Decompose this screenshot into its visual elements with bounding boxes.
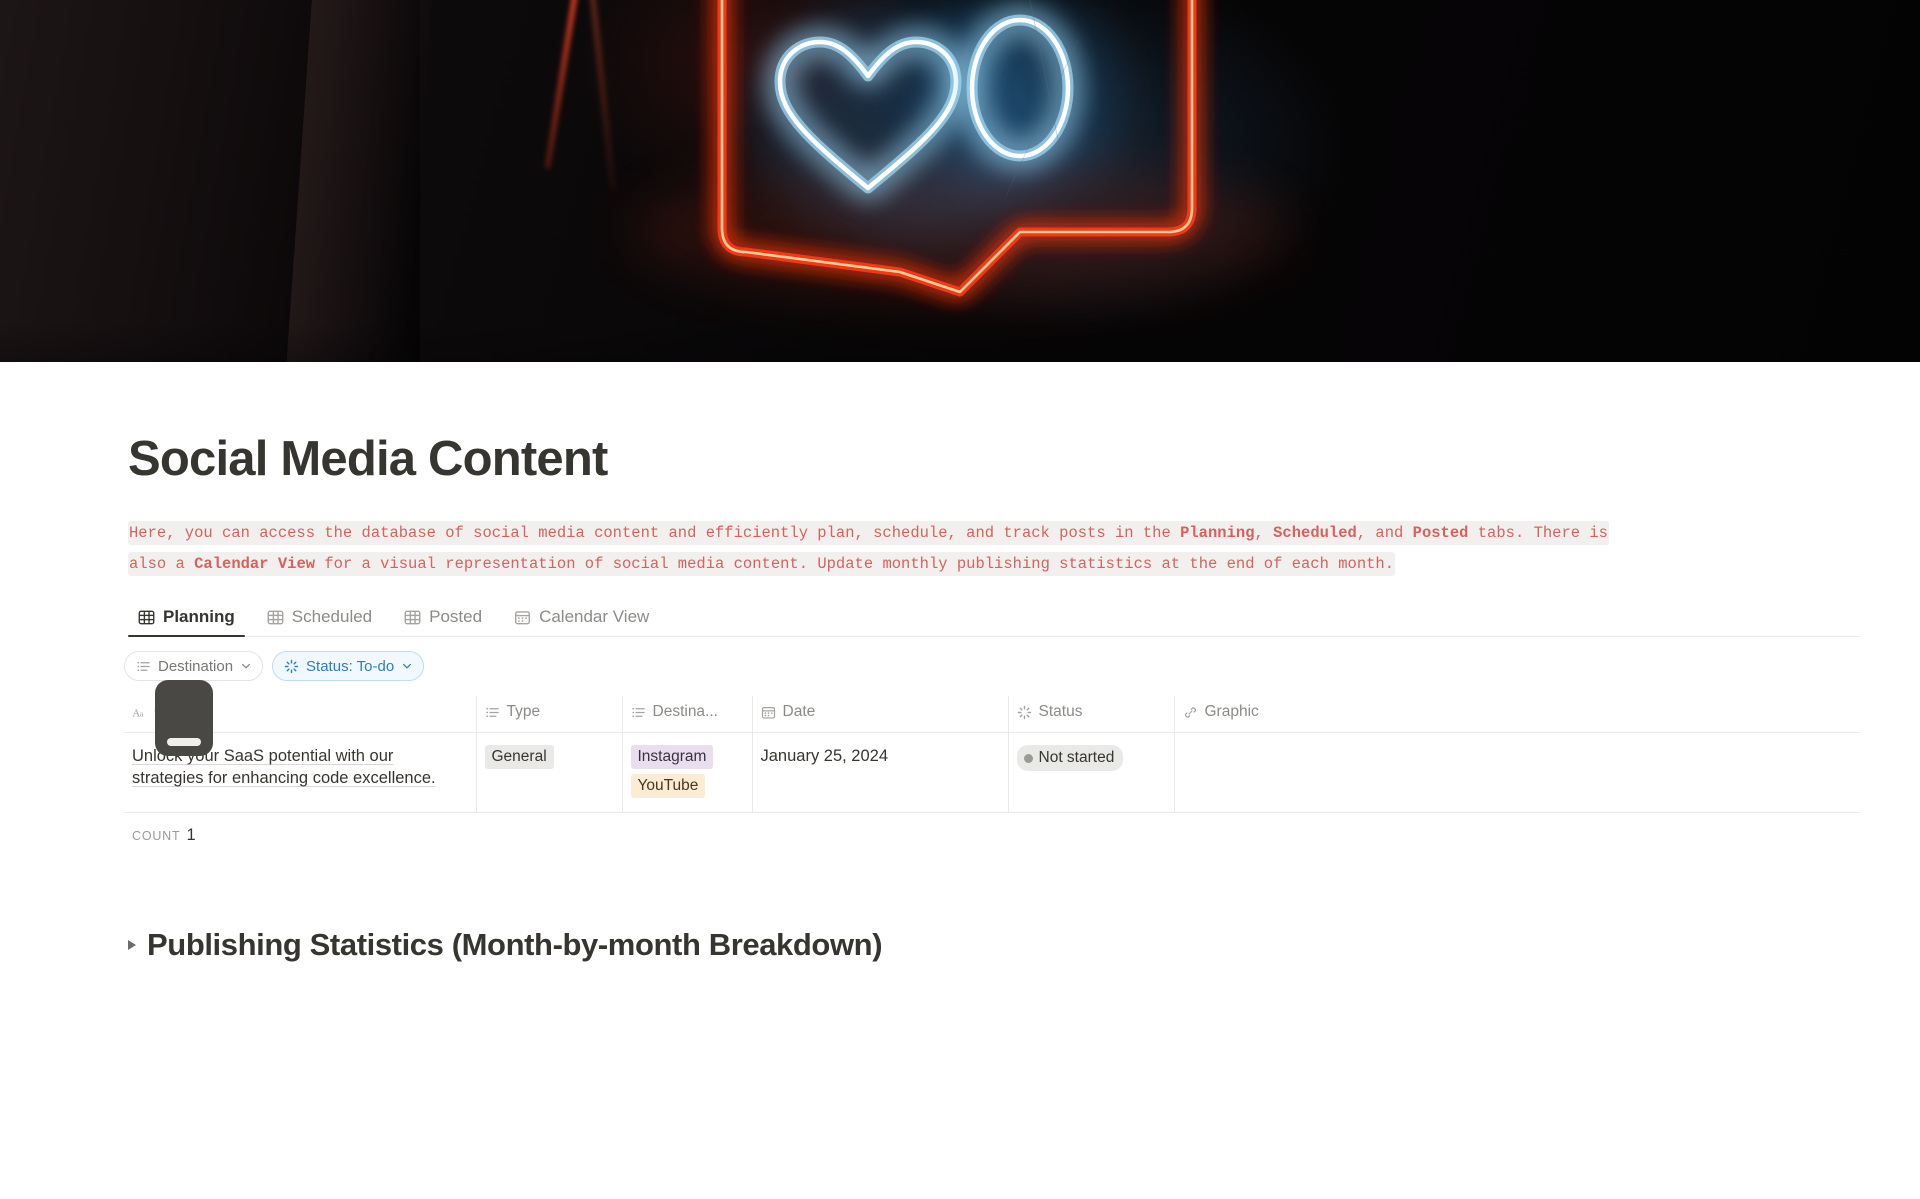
database-table: A a Caption (124, 696, 1860, 861)
multiselect-icon (137, 661, 150, 672)
column-header-date[interactable]: Date (752, 696, 1009, 734)
svg-text:a: a (140, 709, 144, 718)
status-badge-label: Not started (1038, 749, 1115, 767)
cell-destination[interactable]: Instagram YouTube (622, 732, 753, 814)
description-text-2a: also a (129, 555, 195, 574)
tab-scheduled[interactable]: Scheduled (257, 607, 382, 636)
page-body: Social Media Content Here, you can acces… (0, 362, 1920, 964)
status-icon (284, 659, 299, 674)
cell-status[interactable]: Not started (1008, 732, 1175, 814)
status-dot-icon (1023, 753, 1033, 763)
chevron-down-icon (242, 664, 251, 669)
table-icon (138, 610, 155, 625)
table-icon (267, 610, 284, 625)
tab-scheduled-label: Scheduled (291, 607, 373, 627)
count-footer[interactable]: COUNT 1 (124, 813, 476, 862)
tab-calendar-view-label: Calendar View (539, 607, 650, 627)
description-text-1a: Here, you can access the database of soc… (129, 524, 1181, 543)
multiselect-icon (631, 707, 645, 718)
footer-spacer-type (476, 813, 622, 862)
filter-bar: Destination (124, 651, 1920, 682)
status-icon (1017, 705, 1031, 720)
description-text-1b: , (1254, 524, 1274, 543)
column-header-destination-label: Destina... (652, 703, 718, 721)
calendar-icon (761, 706, 775, 719)
page-description[interactable]: Here, you can access the database of soc… (0, 518, 1920, 580)
neon-sign-graphic (630, 0, 1290, 300)
destination-tag-youtube: YouTube (630, 774, 706, 799)
description-bold-posted: Posted (1412, 524, 1469, 543)
footer-spacer-graphic (1174, 813, 1860, 862)
description-bold-planning: Planning (1180, 524, 1255, 543)
description-text-1c: , and (1356, 524, 1413, 543)
type-tag: General (484, 745, 554, 770)
filter-chip-destination-label: Destination (158, 657, 234, 675)
description-text-1d: tabs. There is (1468, 524, 1608, 543)
toggle-heading-label: Publishing Statistics (Month-by-month Br… (147, 927, 883, 963)
tab-planning[interactable]: Planning (128, 607, 245, 638)
select-icon (485, 707, 499, 718)
status-badge: Not started (1016, 745, 1124, 772)
description-bold-scheduled: Scheduled (1273, 524, 1357, 543)
destination-tag-instagram: Instagram (630, 745, 714, 770)
filter-chip-destination[interactable]: Destination (124, 651, 264, 682)
column-header-graphic[interactable]: Graphic (1174, 696, 1860, 734)
database-view-tabs: Planning Scheduled (128, 597, 1860, 638)
toggle-heading-publishing-statistics[interactable]: Publishing Statistics (Month-by-month Br… (124, 927, 1920, 963)
description-bold-calendar-view: Calendar View (194, 555, 316, 574)
link-icon (1184, 707, 1196, 718)
page-cover[interactable] (0, 0, 1920, 362)
svg-text:A: A (132, 707, 140, 719)
column-header-type-label: Type (506, 703, 541, 721)
chevron-down-icon (403, 664, 412, 669)
count-label: COUNT (132, 829, 181, 844)
calendar-icon (515, 611, 531, 625)
page-title: Social Media Content (128, 432, 608, 486)
mobile-phone-icon[interactable] (155, 680, 213, 756)
column-header-destination[interactable]: Destina... (622, 696, 753, 734)
column-header-status[interactable]: Status (1008, 696, 1175, 734)
date-value: January 25, 2024 (760, 747, 889, 766)
description-line-2: also a Calendar View for a visual repres… (128, 549, 1860, 580)
title-aa-icon: A a (132, 707, 144, 719)
table-row[interactable]: Unlock your SaaS potential with our stra… (124, 732, 1860, 814)
column-header-graphic-label: Graphic (1204, 703, 1259, 721)
filter-chip-status-label: Status: To-do (306, 657, 395, 675)
column-header-status-label: Status (1038, 703, 1083, 721)
filter-chip-status[interactable]: Status: To-do (272, 651, 425, 682)
column-header-date-label: Date (782, 703, 816, 721)
table-footer-row: COUNT 1 (124, 813, 1860, 862)
footer-spacer-status (1008, 813, 1174, 862)
tab-calendar-view[interactable]: Calendar View (504, 607, 659, 636)
tab-posted[interactable]: Posted (394, 607, 492, 636)
chevron-right-icon[interactable] (128, 940, 136, 951)
description-line-1: Here, you can access the database of soc… (128, 518, 1860, 549)
table-header-row: A a Caption (124, 696, 1860, 734)
footer-spacer-destination (622, 813, 752, 862)
phone-home-bar-icon (167, 738, 201, 746)
table-icon (404, 610, 421, 625)
cell-graphic[interactable] (1174, 732, 1860, 814)
count-value: 1 (186, 826, 196, 845)
cell-type[interactable]: General (476, 732, 623, 814)
column-header-type[interactable]: Type (476, 696, 623, 734)
footer-spacer-date (752, 813, 1008, 862)
description-text-2b: for a visual representation of social me… (315, 555, 1395, 574)
cell-date[interactable]: January 25, 2024 (752, 732, 1009, 814)
tab-planning-label: Planning (163, 607, 235, 627)
tab-posted-label: Posted (429, 607, 483, 627)
